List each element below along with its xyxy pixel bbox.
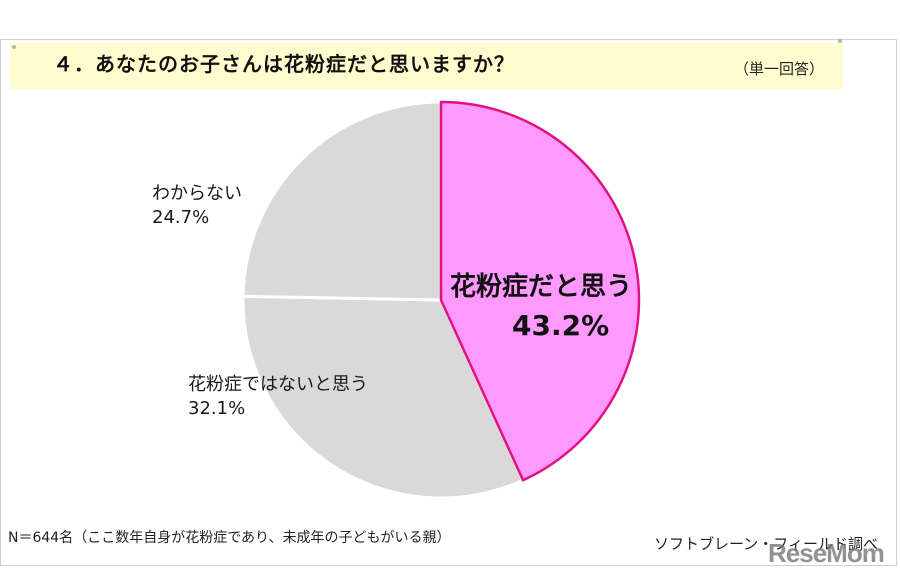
corner-dot [12,45,16,49]
label-no-value: 32.1% [188,398,246,419]
corner-dot [838,39,842,43]
label-unknown-name: わからない [152,183,242,204]
chart-title: ４．あなたのお子さんは花粉症だと思いますか？ [53,52,515,76]
watermark-logo: ReseMom [768,538,885,568]
label-yes-name: 花粉症だと思う [450,272,633,302]
pie-slice [439,100,641,482]
label-no-name: 花粉症ではないと思う [188,374,368,395]
label-no: 花粉症ではないと思う 32.1% [188,373,368,421]
title-band [10,43,843,89]
label-yes-value: 43.2% [512,309,610,342]
answer-type-note: （単一回答） [734,60,825,78]
label-unknown-value: 24.7% [152,207,210,228]
pie-slice [241,294,525,500]
pie-slice [241,100,443,302]
label-unknown: わからない 24.7% [152,182,242,230]
sample-note: N＝644名（ここ数年自身が花粉症であり、未成年の子どもがいる親） [8,530,451,546]
source-credit: ソフトブレーン・フィールド調べ [654,535,878,553]
